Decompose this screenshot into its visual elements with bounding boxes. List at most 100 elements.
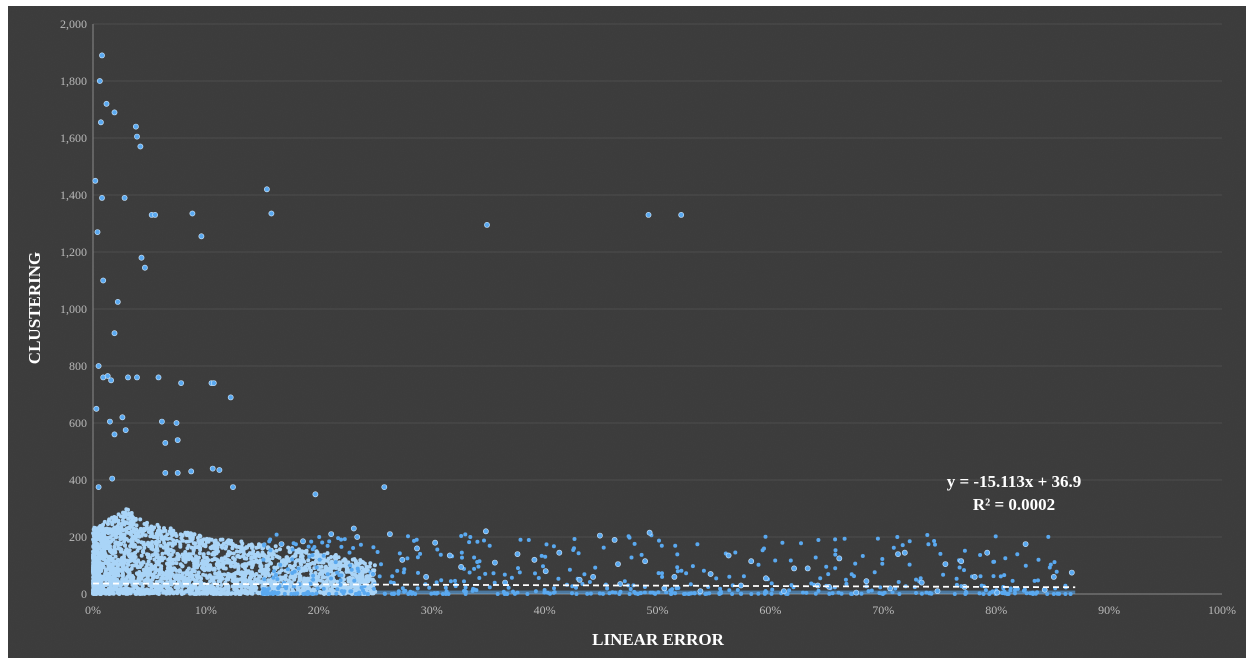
sparse-point [1046, 534, 1051, 539]
dense-point [265, 564, 270, 569]
data-point [725, 552, 732, 559]
sparse-point [271, 575, 276, 580]
data-point [1022, 541, 1029, 547]
dense-point [313, 555, 318, 559]
dense-point [112, 561, 117, 566]
sparse-point [438, 552, 443, 557]
sparse-point [1036, 578, 1040, 583]
sparse-point [842, 536, 847, 541]
sparse-point [334, 591, 339, 596]
sparse-point [289, 592, 294, 596]
trendline [92, 582, 1076, 589]
sparse-point [673, 543, 678, 548]
sparse-point [429, 591, 434, 596]
dense-point [249, 581, 253, 586]
sparse-point [320, 540, 325, 545]
sparse-point [536, 576, 541, 580]
dense-point [297, 575, 302, 580]
data-point [853, 589, 860, 596]
sparse-point [533, 571, 537, 576]
sparse-point [377, 574, 382, 579]
dense-point [190, 537, 194, 542]
dense-point [169, 582, 174, 587]
sparse-point [518, 537, 523, 542]
dense-point [126, 530, 131, 535]
sparse-point [877, 591, 882, 596]
dense-point [123, 520, 128, 525]
sparse-point [893, 586, 898, 591]
sparse-point [390, 574, 395, 579]
dense-point [110, 550, 115, 555]
sparse-point [551, 544, 556, 549]
dense-point [101, 557, 106, 562]
dense-point [358, 558, 363, 563]
dense-point [100, 548, 105, 553]
sparse-point [1023, 563, 1028, 568]
dense-point [132, 529, 136, 534]
dense-point [141, 560, 146, 565]
dense-point [117, 530, 122, 534]
sparse-point [664, 590, 669, 595]
dense-point [165, 545, 170, 550]
dense-point [242, 571, 247, 576]
dense-point [185, 589, 189, 594]
sparse-point [403, 588, 408, 593]
dense-point [109, 585, 113, 590]
data-point [328, 531, 335, 537]
sparse-point [491, 571, 496, 576]
trendline-equation: y = -15.113x + 36.9 [947, 472, 1082, 491]
dense-point [138, 581, 142, 585]
dense-point [240, 576, 245, 581]
dense-point [232, 572, 237, 576]
data-point [615, 561, 621, 567]
data-point [125, 374, 131, 381]
sparse-point [383, 591, 387, 596]
data-point [98, 119, 104, 126]
dense-point [319, 564, 324, 569]
data-point [482, 528, 489, 535]
data-point [99, 194, 105, 201]
dense-point [303, 567, 308, 572]
sparse-point [1030, 592, 1035, 596]
sparse-point [763, 589, 768, 594]
sparse-point [788, 558, 793, 563]
sparse-point [605, 586, 610, 591]
dense-point [174, 561, 179, 566]
sparse-point [459, 550, 464, 555]
sparse-point [849, 572, 854, 577]
dense-point [213, 571, 218, 576]
dense-point [112, 584, 117, 589]
sparse-point [850, 592, 854, 596]
sparse-point [516, 566, 520, 571]
sparse-point [660, 574, 665, 579]
data-point [901, 549, 908, 556]
sparse-point [730, 592, 735, 596]
sparse-point [763, 534, 768, 539]
dense-point [329, 555, 334, 559]
data-point [104, 373, 111, 379]
dense-point [221, 566, 226, 571]
sparse-point [582, 572, 587, 577]
sparse-point [1024, 591, 1029, 596]
sparse-point [329, 576, 334, 581]
data-point [300, 538, 306, 545]
sparse-point [804, 590, 809, 595]
dense-point [148, 555, 153, 560]
sparse-point [526, 538, 531, 542]
dense-point [201, 553, 206, 558]
data-point [918, 579, 925, 586]
dense-point [108, 535, 113, 540]
dense-point [141, 542, 146, 547]
y-tick-label: 0 [81, 587, 87, 601]
dense-point [116, 546, 121, 551]
dense-point [138, 545, 143, 550]
data-point [174, 437, 181, 443]
dense-point [133, 516, 138, 521]
dense-point [281, 575, 286, 580]
dense-point [352, 557, 357, 562]
sparse-point [880, 557, 885, 561]
sparse-point [733, 550, 738, 555]
dense-point [195, 588, 199, 593]
sparse-point [978, 553, 983, 557]
sparse-point [435, 591, 440, 595]
